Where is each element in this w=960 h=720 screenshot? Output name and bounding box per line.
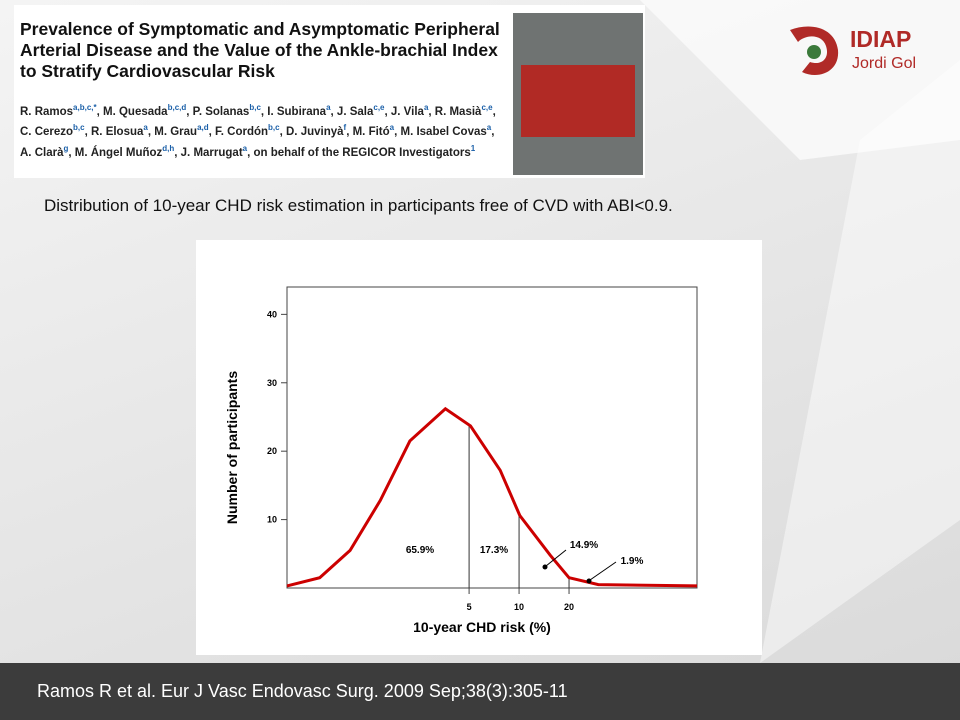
article-title: Prevalence of Symptomatic and Asymptomat… (20, 19, 500, 81)
y-tick-label: 30 (267, 378, 277, 388)
author-name: C. Cerezo (20, 126, 74, 139)
y-axis-title: Number of participants (224, 371, 240, 524)
annotation-dot (542, 564, 548, 570)
y-tick-label: 20 (267, 446, 277, 456)
authors-tail-affiliation: 1 (470, 143, 476, 153)
plot-frame (286, 286, 698, 589)
annotation-dot (586, 578, 592, 584)
x-tick-label: 10 (514, 602, 524, 612)
slide-subtitle: Distribution of 10-year CHD risk estimat… (44, 196, 673, 215)
region-percentage: 17.3% (480, 545, 508, 556)
logo-subtext: Jordi Gol (852, 55, 917, 72)
author-name: J. Sala (336, 105, 374, 118)
x-tick-label: 20 (564, 602, 574, 612)
footer: Ramos R et al. Eur J Vasc Endovasc Surg.… (0, 663, 960, 720)
region-percentage: 1.9% (621, 556, 644, 567)
author-list: R. Ramosa,b,c,*, M. Quesadab,c,d, P. Sol… (20, 103, 496, 159)
logo: IDIAP Jordi Gol (780, 22, 930, 82)
author-name: M. Fitó (352, 126, 390, 139)
author-affiliation: a (389, 123, 395, 133)
author-name: R. Ramos (20, 105, 74, 118)
author-affiliation: a (143, 123, 148, 133)
author-affiliation: c,e (481, 103, 493, 112)
author-name: P. Solanas (192, 105, 250, 118)
citation: Ramos R et al. Eur J Vasc Endovasc Surg.… (37, 681, 568, 701)
logo-icon (790, 26, 839, 76)
author-affiliation: a (423, 103, 429, 112)
author-affiliation: b,c (73, 123, 85, 133)
article-header: Prevalence of Symptomatic and Asymptomat… (14, 5, 645, 178)
author-affiliation: b,c (268, 123, 280, 133)
author-affiliation: a,d (197, 123, 209, 133)
logo-text: IDIAP (850, 26, 912, 52)
author-name: J. Vila (390, 105, 424, 118)
journal-cover (513, 13, 643, 175)
author-name: A. Clarà (20, 146, 64, 159)
background-decoration (0, 0, 960, 663)
author-affiliation: a (242, 143, 248, 153)
authors-tail: on behalf of the REGICOR Investigators (253, 146, 471, 159)
y-tick-label: 40 (267, 309, 277, 319)
x-axis-title: 10-year CHD risk (%) (413, 619, 551, 635)
author-affiliation: a,b,c,* (73, 103, 97, 112)
x-tick-label: 5 (467, 602, 472, 612)
author-affiliation: f (343, 123, 347, 133)
author-name: M. Quesada (103, 105, 168, 118)
data-line (286, 406, 698, 588)
author-affiliation: a (486, 123, 492, 133)
author-affiliation: d,h (162, 143, 175, 153)
y-tick-label: 10 (267, 515, 277, 525)
region-percentage: 14.9% (570, 540, 598, 551)
annotation-arrow (589, 561, 617, 581)
author-name: I. Subirana (267, 105, 327, 118)
author-name: D. Juvinyà (286, 126, 344, 139)
chart: 10 20 30 40 5 10 20 10-year CHD risk (%) Number … (224, 286, 698, 635)
author-name: M. Isabel Covas (400, 126, 487, 139)
author-name: R. Masià (434, 105, 482, 118)
author-affiliation: g (63, 143, 69, 153)
author-affiliation: c,e (373, 103, 385, 112)
author-affiliation: b,c (249, 103, 261, 112)
author-name: M. Grau (154, 126, 198, 139)
region-percentage: 65.9% (406, 545, 434, 556)
annotation-arrow (545, 549, 567, 567)
chart-container: 10 20 30 40 5 10 20 10-year CHD risk (%) Number … (196, 240, 762, 655)
author-name: F. Cordón (215, 126, 269, 139)
author-name: J. Marrugat (180, 146, 243, 159)
author-affiliation: a (326, 103, 331, 112)
author-name: M. Ángel Muñoz (74, 146, 163, 159)
author-name: R. Elosua (91, 126, 144, 139)
author-affiliation: b,c,d (167, 103, 187, 112)
